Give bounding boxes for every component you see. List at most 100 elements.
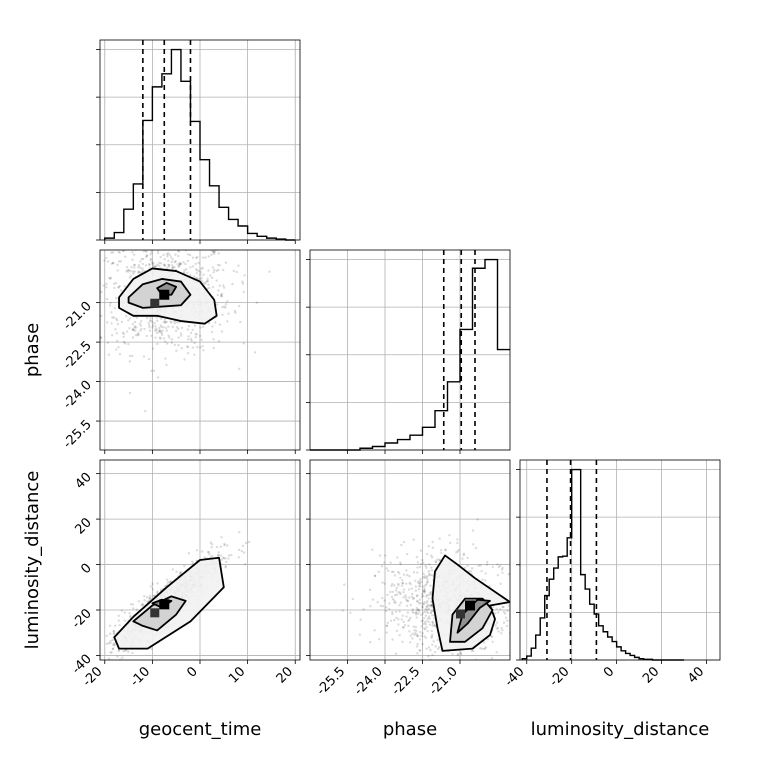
scatter-point xyxy=(418,630,422,634)
scatter-point xyxy=(189,266,192,269)
scatter-point xyxy=(386,621,389,625)
scatter-point xyxy=(423,589,426,592)
scatter-point xyxy=(410,595,414,598)
scatter-point xyxy=(121,331,125,335)
scatter-point xyxy=(433,675,435,677)
scatter-point xyxy=(202,281,205,285)
scatter-point xyxy=(433,624,437,628)
scatter-point xyxy=(417,584,421,588)
scatter-point xyxy=(105,663,107,665)
hist-bin xyxy=(124,209,134,240)
hist-outline xyxy=(310,258,510,451)
scatter-point xyxy=(127,650,130,653)
scatter-point xyxy=(204,280,207,284)
scatter-point xyxy=(422,622,425,626)
scatter-point xyxy=(414,611,418,614)
scatter-point xyxy=(424,584,427,587)
scatter-point xyxy=(209,274,212,277)
scatter-point xyxy=(136,333,140,337)
scatter-point xyxy=(424,564,427,568)
scatter-point xyxy=(117,260,121,263)
scatter-point xyxy=(456,550,460,553)
scatter-point xyxy=(408,581,411,585)
scatter-point xyxy=(399,593,402,596)
scatter-point xyxy=(127,664,129,666)
scatter-point xyxy=(210,276,214,280)
scatter-point xyxy=(212,338,215,341)
scatter-point xyxy=(67,287,69,289)
scatter-point xyxy=(207,269,210,272)
scatter-point xyxy=(422,616,426,620)
scatter-point xyxy=(210,330,214,334)
scatter-point xyxy=(423,610,426,613)
scatter-point xyxy=(171,568,175,571)
scatter-point xyxy=(219,293,223,297)
scatter-point xyxy=(418,649,421,652)
scatter-point xyxy=(171,266,174,269)
scatter-point xyxy=(173,247,175,249)
scatter-point xyxy=(411,610,414,613)
scatter-point xyxy=(151,347,155,350)
scatter-point xyxy=(431,621,434,624)
scatter-point xyxy=(420,634,423,638)
scatter-point xyxy=(241,280,244,283)
scatter-point xyxy=(158,244,160,246)
scatter-point xyxy=(380,565,384,568)
scatter-point xyxy=(161,329,164,332)
scatter-point xyxy=(391,612,394,616)
scatter-point xyxy=(124,665,126,667)
scatter-point xyxy=(133,325,137,328)
x-axis-label-phase: phase xyxy=(383,719,437,740)
grid-310-460: -25.5 -24.0 -22.5 -21.0 xyxy=(306,460,510,699)
scatter-point xyxy=(68,264,70,266)
scatter-point xyxy=(401,614,404,617)
scatter-point xyxy=(198,277,202,281)
scatter-point xyxy=(156,250,160,252)
tick-label-x: -20 xyxy=(547,664,573,690)
scatter-point xyxy=(112,282,116,286)
scatter-point xyxy=(115,665,117,667)
scatter-point xyxy=(117,250,120,254)
scatter-point xyxy=(214,321,217,324)
scatter-point xyxy=(237,548,241,552)
scatter-point xyxy=(218,284,221,287)
scatter-point xyxy=(401,640,404,644)
scatter-point xyxy=(123,342,127,345)
scatter-point xyxy=(223,305,226,308)
scatter-point xyxy=(141,602,144,606)
scatter-point xyxy=(201,550,204,553)
scatter-point xyxy=(148,263,151,267)
scatter-point xyxy=(429,604,433,607)
scatter-point xyxy=(490,657,494,660)
scatter-point xyxy=(253,351,257,354)
scatter-point xyxy=(170,338,174,341)
scatter-point xyxy=(149,319,152,322)
scatter-point xyxy=(416,652,419,655)
scatter-point xyxy=(456,652,460,656)
scatter-point xyxy=(91,318,93,320)
scatter-point xyxy=(145,334,149,338)
hist-bin xyxy=(558,557,562,660)
scatter-point xyxy=(155,328,158,332)
scatter-point xyxy=(431,546,435,549)
scatter-point xyxy=(359,618,362,621)
scatter-point xyxy=(425,576,428,579)
scatter-point xyxy=(148,244,150,246)
scatter-point xyxy=(373,574,377,578)
scatter-point xyxy=(142,355,146,358)
scatter-point xyxy=(495,621,499,624)
scatter-point xyxy=(407,588,411,591)
scatter-point xyxy=(112,632,116,636)
scatter-point xyxy=(108,632,112,636)
scatter-point xyxy=(485,560,489,564)
scatter-point xyxy=(137,333,140,336)
scatter-point xyxy=(134,228,136,230)
scatter-point xyxy=(132,272,135,275)
scatter-point xyxy=(102,284,105,287)
scatter-point xyxy=(422,572,425,576)
scatter-point xyxy=(362,608,365,611)
scatter-point xyxy=(505,624,509,628)
scatter-point xyxy=(68,694,70,696)
scatter-point xyxy=(429,603,433,607)
scatter-point xyxy=(151,262,154,266)
